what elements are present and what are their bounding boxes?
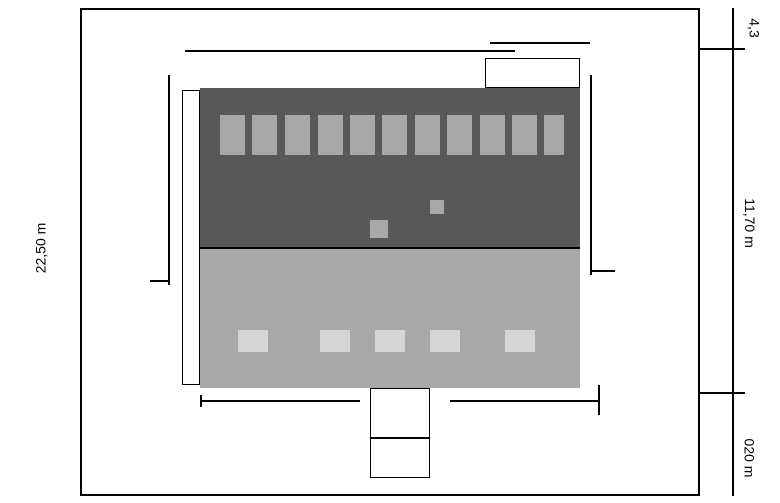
skylight: [252, 115, 277, 155]
window: [375, 330, 405, 352]
skylight: [480, 115, 505, 155]
dim-left-label: 22,50 m: [32, 223, 48, 274]
dim-right-top-label: 4,3: [747, 18, 763, 37]
skylight: [350, 115, 375, 155]
aux-line: [150, 280, 170, 282]
roof-vent: [370, 220, 388, 238]
aux-line: [590, 270, 615, 272]
skylight: [512, 115, 537, 155]
skylight: [447, 115, 472, 155]
skylight: [544, 115, 564, 155]
window: [430, 330, 460, 352]
ridge-line: [200, 247, 580, 249]
aux-line: [598, 385, 600, 415]
dim-right-bottom-label: 020 m: [741, 439, 757, 478]
entry-block-2: [370, 438, 430, 478]
dim-right-mid-label: 11,70 m: [742, 198, 758, 248]
skylight: [382, 115, 407, 155]
aux-line: [200, 395, 202, 407]
skylight: [220, 115, 245, 155]
roof-light-section: [200, 248, 580, 388]
skylight: [318, 115, 343, 155]
window: [238, 330, 268, 352]
aux-line: [590, 75, 592, 275]
tick: [700, 48, 745, 50]
roof-extension: [485, 58, 580, 88]
aux-line: [168, 75, 170, 285]
skylight: [415, 115, 440, 155]
window: [505, 330, 535, 352]
entry-block-1: [370, 388, 430, 438]
dim-line-right: [732, 8, 734, 496]
skylight: [285, 115, 310, 155]
roof-vent: [430, 200, 444, 214]
left-wing: [182, 90, 200, 385]
aux-line: [450, 400, 600, 402]
aux-line: [185, 50, 515, 52]
tick: [700, 392, 745, 394]
roof-dark-section: [200, 88, 580, 248]
window: [320, 330, 350, 352]
aux-line: [490, 42, 590, 44]
aux-line: [200, 400, 360, 402]
